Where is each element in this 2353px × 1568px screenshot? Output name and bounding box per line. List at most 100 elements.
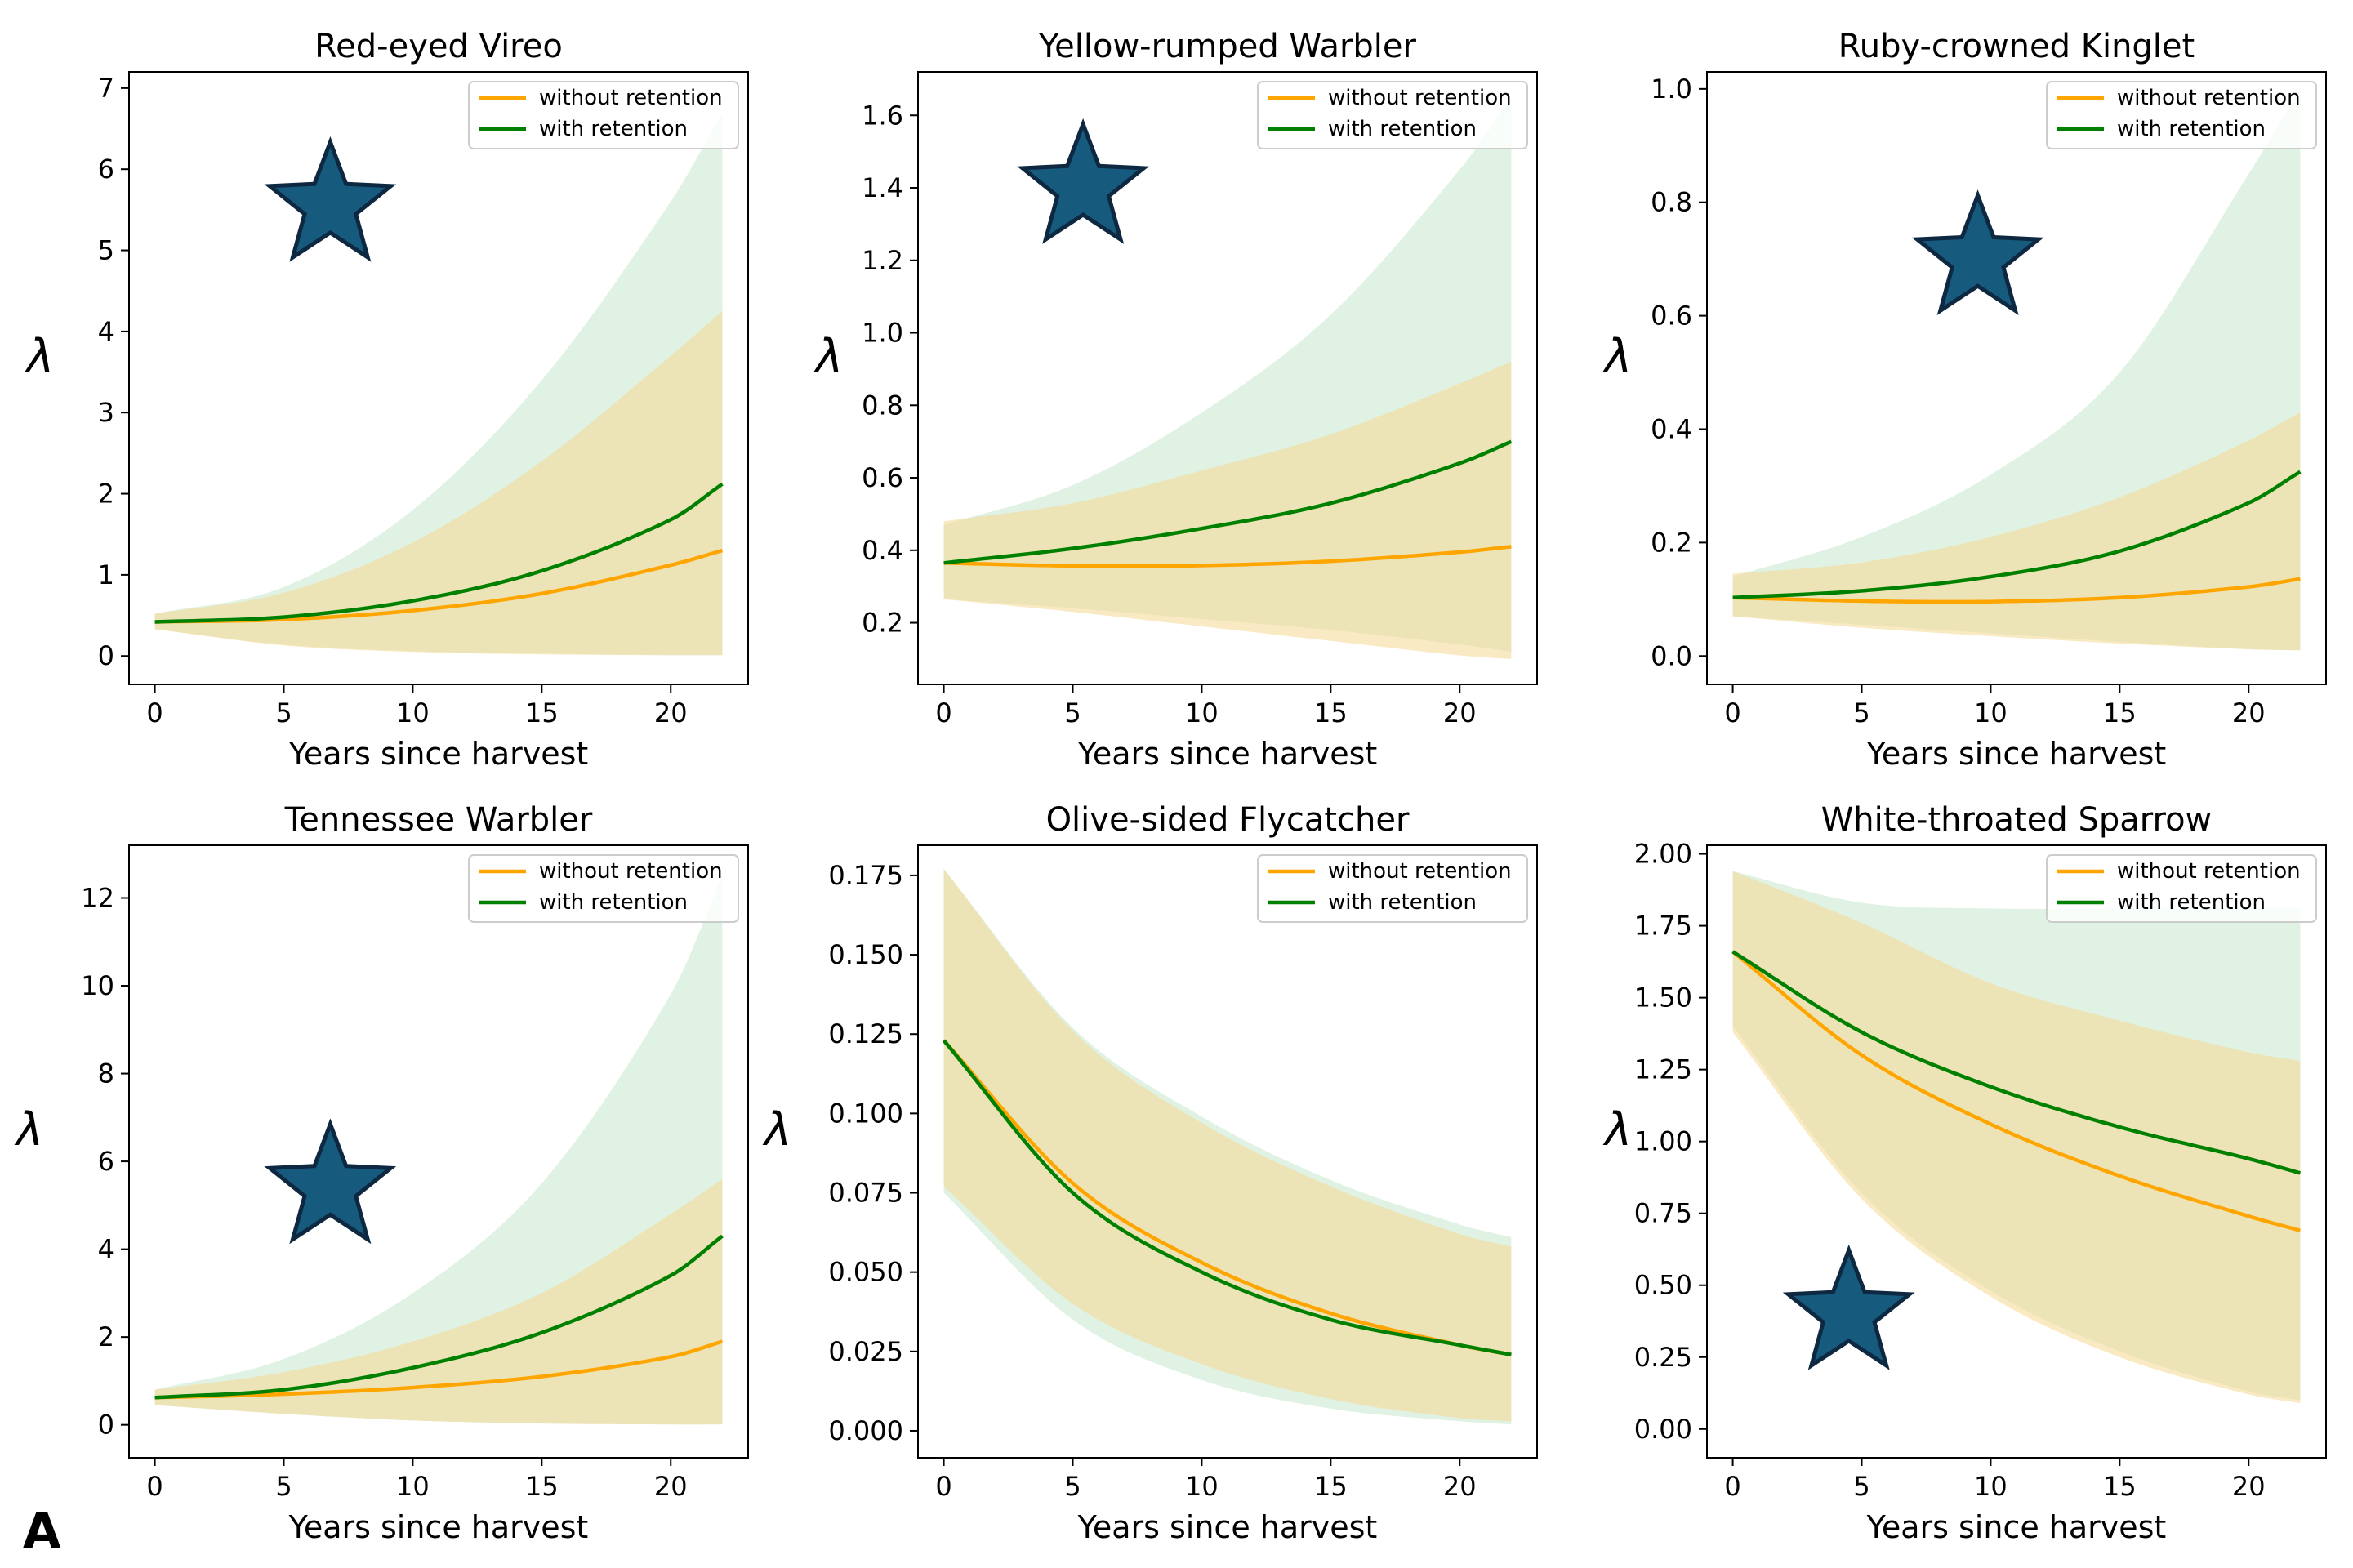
chart-title: Olive-sided Flycatcher bbox=[1046, 801, 1410, 839]
legend-label-without: without retention bbox=[539, 859, 723, 884]
star-icon bbox=[1782, 1244, 1915, 1370]
y-tick-label: 2 bbox=[98, 1321, 114, 1352]
x-tick-label: 0 bbox=[146, 1471, 163, 1502]
legend-label-with: with retention bbox=[1328, 117, 1477, 141]
chart-panel: 0 5 10 15 20 0 1 2 3 4 5 6 7 Red-eyed Vireo Years sinc… bbox=[25, 28, 749, 772]
y-tick-label: 1.0 bbox=[1651, 74, 1692, 105]
x-axis-label: Years since harvest bbox=[288, 736, 589, 772]
axes-frame bbox=[1706, 71, 2327, 685]
y-tick-label: 0.2 bbox=[1651, 527, 1692, 558]
x-tick-label: 10 bbox=[396, 697, 430, 728]
legend-label-with: with retention bbox=[539, 117, 688, 141]
x-tick-label: 15 bbox=[525, 697, 559, 728]
y-tick-label: 1.6 bbox=[862, 100, 903, 131]
series-line-with bbox=[1732, 470, 2302, 600]
y-tick-label: 0.6 bbox=[862, 462, 903, 493]
x-axis-label: Years since harvest bbox=[1077, 1509, 1378, 1545]
confidence-band-without bbox=[943, 362, 1512, 659]
x-tick-label: 15 bbox=[1314, 697, 1348, 728]
chart-title: Tennessee Warbler bbox=[284, 801, 593, 839]
y-tick-label: 0.075 bbox=[828, 1178, 903, 1209]
chart-panel: 0 5 10 15 20 0.0 0.2 0.4 0.6 0.8 1.0 Ruby-crowned K… bbox=[1602, 28, 2327, 772]
series-line-without bbox=[942, 1039, 1512, 1356]
axes-frame bbox=[128, 71, 749, 685]
chart-panel: 0 5 10 15 20 0.2 0.4 0.6 0.8 1.0 1.2 1.4 1.6 Yellow-r… bbox=[813, 28, 1538, 772]
x-tick-label: 10 bbox=[1185, 697, 1219, 728]
series-line-with bbox=[942, 1039, 1512, 1356]
y-tick-label: 1.2 bbox=[862, 245, 903, 276]
y-tick-label: 8 bbox=[98, 1058, 114, 1089]
x-tick-label: 10 bbox=[1185, 1471, 1219, 1502]
y-tick-label: 1.00 bbox=[1634, 1126, 1692, 1157]
y-tick-label: 0.0 bbox=[1651, 640, 1692, 671]
axes-frame bbox=[1706, 844, 2327, 1459]
legend-box bbox=[2046, 854, 2317, 923]
y-tick-label: 0.100 bbox=[828, 1098, 903, 1129]
x-axis-label: Years since harvest bbox=[1866, 1509, 2167, 1545]
y-tick-label: 0.025 bbox=[828, 1336, 903, 1367]
x-tick-label: 20 bbox=[654, 697, 688, 728]
y-tick-label: 0.2 bbox=[862, 608, 903, 639]
series-line-with bbox=[943, 439, 1513, 565]
y-tick-label: 0.75 bbox=[1634, 1198, 1692, 1229]
chart-title: Red-eyed Vireo bbox=[314, 28, 563, 65]
x-tick-label: 5 bbox=[275, 1471, 292, 1502]
x-tick-label: 5 bbox=[275, 697, 292, 728]
y-tick-label: 10 bbox=[81, 970, 114, 1001]
y-axis-label: λ bbox=[1602, 330, 1632, 383]
x-tick-label: 5 bbox=[1853, 1471, 1869, 1502]
y-axis-label: λ bbox=[762, 1103, 791, 1156]
x-axis-label: Years since harvest bbox=[1866, 736, 2167, 772]
x-tick-label: 5 bbox=[1853, 697, 1869, 728]
series-line-without bbox=[943, 545, 1512, 568]
legend-label-without: without retention bbox=[2117, 86, 2301, 110]
chart-panel: 0 5 10 15 20 0 2 4 6 8 10 12 Tennessee Warbler Years … bbox=[14, 801, 749, 1545]
legend-label-with: with retention bbox=[539, 890, 688, 915]
series-line-with bbox=[154, 482, 724, 624]
chart-panel: 0 5 10 15 20 0.00 0.25 0.50 0.75 1.00 1.25 1.50 1.75… bbox=[1602, 801, 2327, 1545]
star-icon bbox=[1017, 118, 1150, 244]
x-tick-label: 0 bbox=[935, 697, 951, 728]
y-tick-label: 0.4 bbox=[1651, 414, 1692, 445]
legend-label-without: without retention bbox=[539, 86, 723, 110]
y-tick-label: 0.6 bbox=[1651, 301, 1692, 332]
legend-label-without: without retention bbox=[1328, 86, 1512, 110]
y-tick-label: 4 bbox=[98, 1234, 114, 1265]
x-tick-label: 0 bbox=[935, 1471, 951, 1502]
chart-title: Ruby-crowned Kinglet bbox=[1838, 28, 2195, 65]
y-axis-label: λ bbox=[14, 1103, 43, 1156]
legend-label-with: with retention bbox=[1328, 890, 1477, 915]
confidence-band-without bbox=[154, 1178, 723, 1425]
y-tick-label: 7 bbox=[98, 73, 114, 104]
series-line-without bbox=[1732, 577, 2301, 604]
x-tick-label: 20 bbox=[654, 1471, 688, 1502]
confidence-band-without bbox=[943, 869, 1512, 1422]
legend-box bbox=[2046, 81, 2317, 149]
legend-label-without: without retention bbox=[1328, 859, 1512, 884]
y-tick-label: 0.8 bbox=[862, 390, 903, 421]
y-tick-label: 6 bbox=[98, 1146, 114, 1177]
y-tick-label: 0.00 bbox=[1634, 1414, 1692, 1445]
axes-frame bbox=[917, 71, 1538, 685]
y-tick-label: 0.125 bbox=[828, 1018, 903, 1049]
y-tick-label: 0.50 bbox=[1634, 1270, 1692, 1301]
x-tick-label: 15 bbox=[2103, 697, 2137, 728]
y-tick-label: 6 bbox=[98, 154, 114, 185]
y-tick-label: 0.175 bbox=[828, 860, 903, 891]
x-tick-label: 20 bbox=[1443, 1471, 1477, 1502]
legend-label-with: with retention bbox=[2117, 890, 2266, 915]
y-tick-label: 2.00 bbox=[1634, 839, 1692, 870]
chart-title: Yellow-rumped Warbler bbox=[1038, 28, 1417, 65]
x-tick-label: 15 bbox=[2103, 1471, 2137, 1502]
legend-label-without: without retention bbox=[2117, 859, 2301, 884]
legend-box bbox=[468, 81, 739, 149]
legend-box bbox=[1257, 81, 1528, 149]
series-line-without bbox=[154, 1339, 724, 1400]
axes-frame bbox=[917, 844, 1538, 1459]
legend-box bbox=[468, 854, 739, 923]
y-tick-label: 1.75 bbox=[1634, 911, 1692, 942]
y-tick-label: 4 bbox=[98, 316, 114, 347]
y-tick-label: 1.4 bbox=[862, 172, 903, 203]
legend-box bbox=[1257, 854, 1528, 923]
